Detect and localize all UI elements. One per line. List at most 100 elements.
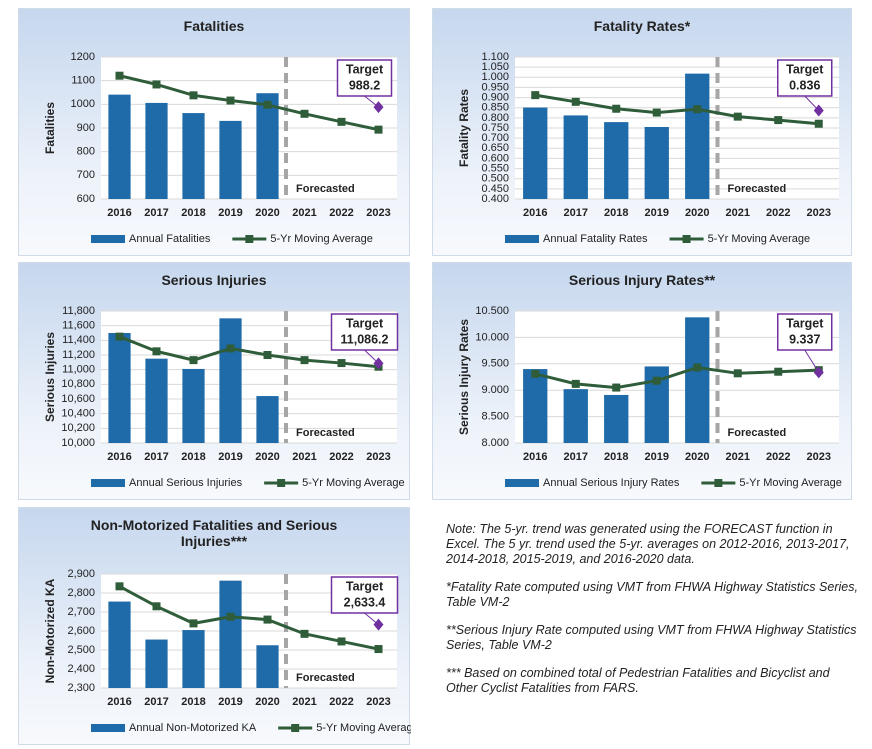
legend-swatch-marker (682, 235, 691, 243)
y-tick-label: 9.500 (481, 358, 509, 370)
line-marker (337, 117, 346, 126)
line-marker (152, 602, 161, 611)
line-marker (300, 629, 309, 638)
line-marker (652, 108, 661, 117)
line-marker (774, 116, 783, 125)
y-axis-label: Serious Injury Rates (457, 319, 471, 435)
y-tick-label: 1000 (71, 98, 95, 110)
x-tick-label: 2022 (329, 451, 353, 463)
chart: 0.4000.4500.5000.5500.6000.6500.7000.750… (457, 51, 839, 245)
y-tick-label: 0.800 (481, 112, 509, 124)
y-axis-label: Non-Motorized KA (43, 578, 57, 683)
note: *Fatality Rate computed using VMT from F… (446, 580, 858, 609)
bar (685, 317, 710, 443)
bar (182, 113, 205, 199)
bar (256, 93, 279, 199)
chart-title: Fatality Rates* (593, 18, 691, 34)
chart-panel: 2,300 2,400 2,500 2,600 2,700 2,800 2,900 Non-M… (18, 507, 411, 745)
legend-label: 5-Yr Moving Average (316, 722, 411, 734)
x-tick-label: 2016 (107, 451, 131, 463)
y-tick-label: 0.700 (481, 132, 509, 144)
line-marker (531, 369, 540, 378)
bar (523, 369, 548, 443)
legend-label: Annual Serious Injuries (129, 477, 243, 489)
y-tick-label: 0.550 (481, 162, 509, 174)
bar (219, 120, 242, 199)
x-tick-label: 2023 (366, 207, 390, 219)
x-tick-label: 2017 (144, 696, 168, 708)
target-title: Target (346, 579, 384, 593)
line-marker (337, 359, 346, 368)
target-marker (373, 357, 384, 370)
line-marker (531, 91, 540, 100)
chart-title: Non-Motorized Fatalities and Serious Inj… (90, 517, 338, 549)
x-tick-label: 2023 (807, 207, 831, 219)
line (535, 93, 819, 126)
line-marker (337, 637, 346, 646)
y-tick-label: 0.600 (481, 152, 509, 164)
line-marker (189, 91, 198, 100)
chart: 10,000 10,200 10,400 10,600 10,800 11,000 11,2… (43, 305, 404, 489)
y-tick-label: 0.750 (481, 122, 509, 134)
y-tick-label: 2,300 (67, 682, 95, 694)
line-marker (733, 369, 742, 378)
bar (182, 630, 205, 688)
target-value: 2,633.4 (344, 595, 386, 609)
y-tick-label: 10,800 (61, 378, 95, 390)
target-box (330, 313, 399, 351)
line (534, 365, 819, 390)
x-tick-label: 2016 (107, 207, 131, 219)
x-tick-label: 2017 (564, 451, 588, 463)
x-tick-label: 2020 (255, 451, 279, 463)
target-marker (813, 104, 824, 117)
line-marker (226, 96, 235, 105)
chart-panel: 8.000 8.500 9.000 9.500 10.000 10.500 Serious … (432, 262, 852, 500)
bar (256, 645, 279, 688)
y-tick-label: 2,400 (67, 663, 95, 675)
line-marker (115, 332, 124, 341)
line (118, 585, 379, 651)
chart-panel: 0.400 0.450 0.500 0.550 0.600 0.650 0.700 0.750… (432, 8, 852, 256)
note: Note: The 5-yr. trend was generated usin… (446, 522, 850, 566)
y-tick-label: 0.850 (481, 102, 509, 114)
legend: Annual Serious Injury Rates 5-Yr Moving A… (505, 477, 842, 489)
chart-panel: 600 700 800 900 1000 1100 1200 Fatalities 2016 20… (18, 8, 410, 256)
x-tick-label: 2021 (292, 451, 316, 463)
x-tick-label: 2020 (685, 451, 709, 463)
bar (108, 333, 131, 443)
line-marker (693, 105, 702, 114)
legend-label: Annual Serious Injury Rates (543, 477, 680, 489)
legend-swatch (91, 724, 125, 732)
note: *** Based on combined total of Pedestria… (446, 666, 830, 695)
y-tick-label: 10.000 (475, 331, 509, 343)
y-tick-label: 0.500 (481, 173, 509, 185)
y-axis-label: Fatalities (43, 102, 57, 154)
y-tick-label: 0.900 (481, 91, 509, 103)
legend-swatch (91, 479, 125, 487)
target-leader (804, 349, 820, 373)
bar (563, 115, 588, 199)
y-tick-label: 8.000 (481, 437, 509, 449)
y-tick-label: 800 (77, 146, 95, 158)
legend-label: 5-Yr Moving Average (739, 477, 842, 489)
bar (145, 358, 168, 443)
line-marker (693, 363, 702, 372)
x-tick-label: 2021 (726, 451, 750, 463)
y-tick-label: 8.500 (481, 411, 509, 423)
y-tick-label: 10,000 (61, 437, 95, 449)
note: **Serious Injury Rate computed using VMT… (446, 623, 857, 652)
y-tick-label: 10,600 (61, 393, 95, 405)
x-tick-label: 2019 (218, 451, 242, 463)
line-marker (652, 376, 661, 385)
line-marker (226, 612, 235, 621)
x-tick-label: 2016 (523, 207, 547, 219)
target-box (777, 59, 833, 97)
x-tick-label: 2018 (181, 207, 205, 219)
x-tick-label: 2021 (726, 207, 750, 219)
bar (256, 396, 279, 443)
bar (604, 122, 629, 199)
bar (108, 601, 131, 688)
x-tick-label: 2017 (144, 207, 168, 219)
line-marker (612, 104, 621, 113)
legend-swatch (505, 479, 539, 487)
